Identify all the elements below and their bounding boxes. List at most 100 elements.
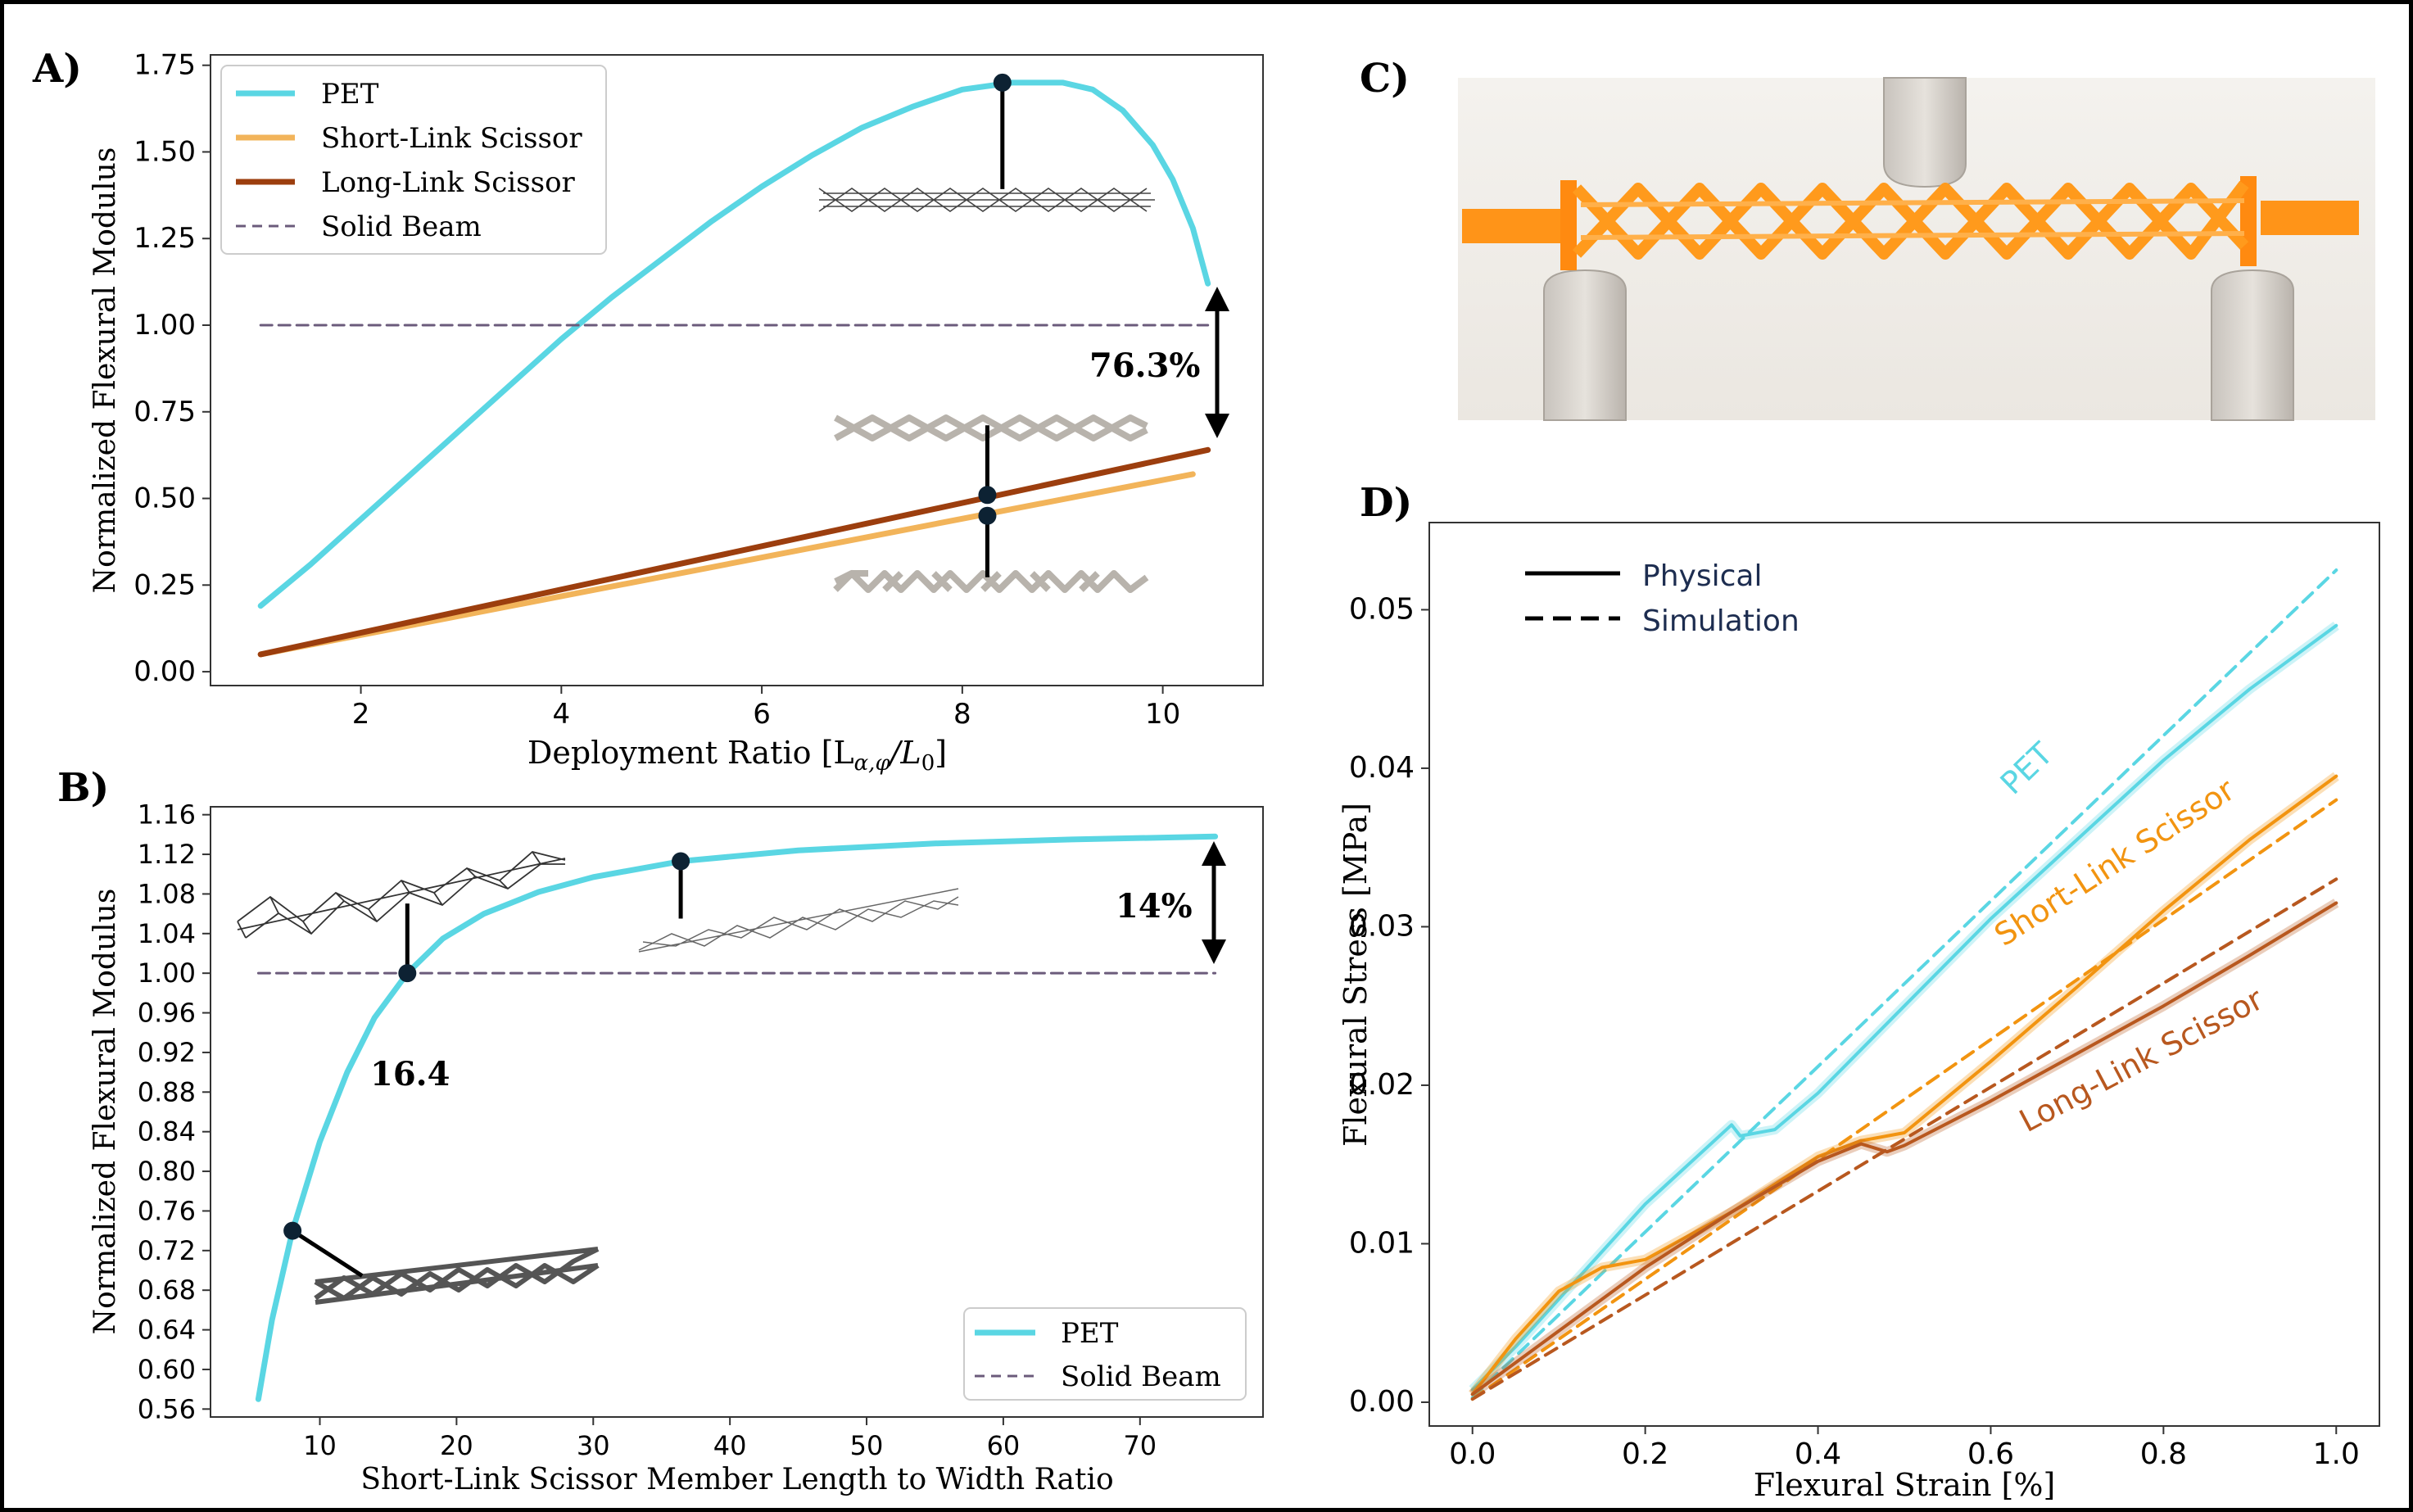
series-line-short-link-scissor bbox=[257, 471, 1196, 658]
legend-a-label-short-link: Short-Link Scissor bbox=[321, 122, 582, 155]
legend-a-label-pet: PET bbox=[321, 78, 379, 111]
x-tick-label: 8 bbox=[953, 698, 971, 731]
y-tick-label: 0.75 bbox=[134, 396, 196, 428]
x-tick-label: 70 bbox=[1123, 1430, 1157, 1461]
x-tick-label: 30 bbox=[577, 1430, 610, 1461]
x-tick-label: 10 bbox=[303, 1430, 337, 1461]
panel-label-c: C) bbox=[1360, 56, 1410, 102]
y-tick-label: 1.00 bbox=[134, 309, 196, 342]
panel-a-gap-label: 76.3% bbox=[1089, 346, 1200, 385]
series-line-long-link-scissor bbox=[257, 446, 1211, 658]
panel-d-chart: 0.0 0.2 0.4 0.6 0.8 1.0 0.00 0.01 0.02 0.03 0.04 0.… bbox=[1338, 522, 2380, 1503]
panel-b-chart: 10 20 30 40 50 60 70 0.56 0.60 0.64 0.68 0.72 0.76 0.… bbox=[88, 799, 1264, 1496]
y-tick-label: 0.64 bbox=[138, 1315, 196, 1346]
marker-point bbox=[978, 506, 997, 525]
panel-b-legend: PET Solid Beam bbox=[963, 1307, 1247, 1401]
y-tick-label: 0.50 bbox=[134, 482, 196, 515]
y-tick-label: 1.16 bbox=[138, 799, 196, 831]
series-line-short-link-scissor bbox=[1470, 798, 2338, 1401]
y-tick-label: 0.00 bbox=[134, 655, 196, 688]
y-tick-label: 0.72 bbox=[138, 1235, 196, 1266]
y-tick-label: 0.04 bbox=[1349, 751, 1415, 785]
y-tick-label: 1.12 bbox=[138, 839, 196, 870]
y-tick-label: 0.80 bbox=[138, 1156, 196, 1187]
series-line-pet bbox=[255, 833, 1219, 1402]
marker-point bbox=[978, 486, 997, 505]
y-tick-label: 0.05 bbox=[1349, 592, 1415, 626]
series-line-short-link-scissor bbox=[1470, 774, 2338, 1397]
marker-point bbox=[672, 852, 690, 871]
panel-b-point-label: 16.4 bbox=[370, 1055, 450, 1093]
panel-a-legend: PET Short-Link Scissor Long-Link Scissor… bbox=[220, 65, 607, 255]
series-line-long-link-scissor bbox=[1470, 901, 2338, 1397]
y-tick-label: 0.76 bbox=[138, 1195, 196, 1226]
marker-point bbox=[283, 1221, 302, 1240]
x-tick-label: 0.8 bbox=[2140, 1437, 2187, 1471]
x-tick-label: 0.6 bbox=[1967, 1437, 2014, 1471]
panel-b-xlabel: Short-Link Scissor Member Length to Widt… bbox=[360, 1463, 1113, 1496]
series-line-pet bbox=[1470, 623, 2338, 1392]
legend-b-label-solid-beam: Solid Beam bbox=[1061, 1360, 1221, 1393]
y-tick-label: 0.01 bbox=[1349, 1226, 1415, 1260]
panel-d-ylabel: Flexural Stress [MPa] bbox=[1338, 803, 1374, 1147]
y-tick-label: 0.88 bbox=[138, 1076, 196, 1107]
y-tick-label: 0.02 bbox=[1349, 1068, 1415, 1102]
y-tick-label: 0.84 bbox=[138, 1116, 196, 1148]
y-tick-label: 1.50 bbox=[134, 135, 196, 168]
x-tick-label: 10 bbox=[1145, 698, 1180, 731]
marker-leader bbox=[291, 1229, 364, 1278]
y-tick-label: 0.25 bbox=[134, 568, 196, 601]
series-line-long-link-scissor bbox=[1470, 877, 2338, 1401]
x-tick-label: 0.2 bbox=[1622, 1437, 1668, 1471]
marker-point bbox=[398, 964, 417, 983]
panel-a-ylabel: Normalized Flexural Modulus bbox=[88, 147, 122, 594]
x-tick-label: 0.4 bbox=[1795, 1437, 1841, 1471]
x-tick-label: 1.0 bbox=[2313, 1437, 2360, 1471]
panel-b-lattice-inset-high bbox=[237, 851, 566, 939]
y-tick-label: 0.96 bbox=[138, 998, 196, 1029]
panel-a-chart: 2 4 6 8 10 0.00 0.25 0.50 0.75 1.00 1.25 1.50 1.75 7… bbox=[88, 49, 1264, 776]
y-tick-label: 0.60 bbox=[138, 1354, 196, 1385]
y-tick-label: 0.92 bbox=[138, 1037, 196, 1068]
panel-label-a: A) bbox=[32, 46, 82, 92]
panel-d-xlabel: Flexural Strain [%] bbox=[1754, 1467, 2056, 1503]
x-tick-label: 50 bbox=[850, 1430, 884, 1461]
y-tick-label: 1.04 bbox=[138, 918, 196, 949]
y-tick-label: 0.00 bbox=[1349, 1385, 1415, 1419]
y-tick-label: 0.03 bbox=[1349, 909, 1415, 943]
panel-label-d: D) bbox=[1360, 480, 1412, 526]
x-tick-label: 40 bbox=[713, 1430, 747, 1461]
legend-d-label-simulation: Simulation bbox=[1642, 604, 1800, 638]
x-tick-label: 20 bbox=[440, 1430, 473, 1461]
x-tick-label: 60 bbox=[987, 1430, 1021, 1461]
legend-b-label-pet: PET bbox=[1061, 1317, 1119, 1350]
y-tick-label: 1.75 bbox=[134, 49, 196, 82]
panel-a-lattice-inset-pet bbox=[818, 188, 1155, 212]
y-tick-label: 1.00 bbox=[138, 957, 196, 989]
panel-b-gap-label: 14% bbox=[1116, 887, 1193, 926]
x-tick-label: 4 bbox=[553, 698, 571, 731]
legend-d-label-physical: Physical bbox=[1642, 559, 1762, 593]
panel-c-photo bbox=[1458, 77, 2375, 421]
series-line-pet bbox=[1470, 568, 2338, 1400]
y-tick-label: 0.56 bbox=[138, 1393, 196, 1424]
panel-b-ylabel: Normalized Flexural Modulus bbox=[88, 889, 122, 1335]
panel-a-xlabel: Deployment Ratio [Lα,φ/L0] bbox=[527, 735, 947, 776]
legend-a-label-solid-beam: Solid Beam bbox=[321, 211, 482, 243]
panel-a-lattice-inset-long bbox=[834, 414, 1148, 441]
series-line-pet bbox=[257, 79, 1211, 609]
panel-label-b: B) bbox=[57, 765, 109, 811]
y-tick-label: 1.25 bbox=[134, 222, 196, 255]
panel-b-lattice-inset-mid bbox=[638, 888, 959, 953]
x-tick-label: 6 bbox=[753, 698, 771, 731]
panel-a-lattice-inset-short bbox=[833, 570, 1149, 593]
panel-b-lattice-inset-low bbox=[314, 1247, 600, 1305]
x-tick-label: 2 bbox=[352, 698, 370, 731]
panel-d-legend: Physical Simulation bbox=[1525, 559, 1800, 638]
legend-a-label-long-link: Long-Link Scissor bbox=[321, 166, 576, 199]
y-tick-label: 1.08 bbox=[138, 878, 196, 909]
y-tick-label: 0.68 bbox=[138, 1274, 196, 1306]
marker-point bbox=[993, 73, 1012, 92]
